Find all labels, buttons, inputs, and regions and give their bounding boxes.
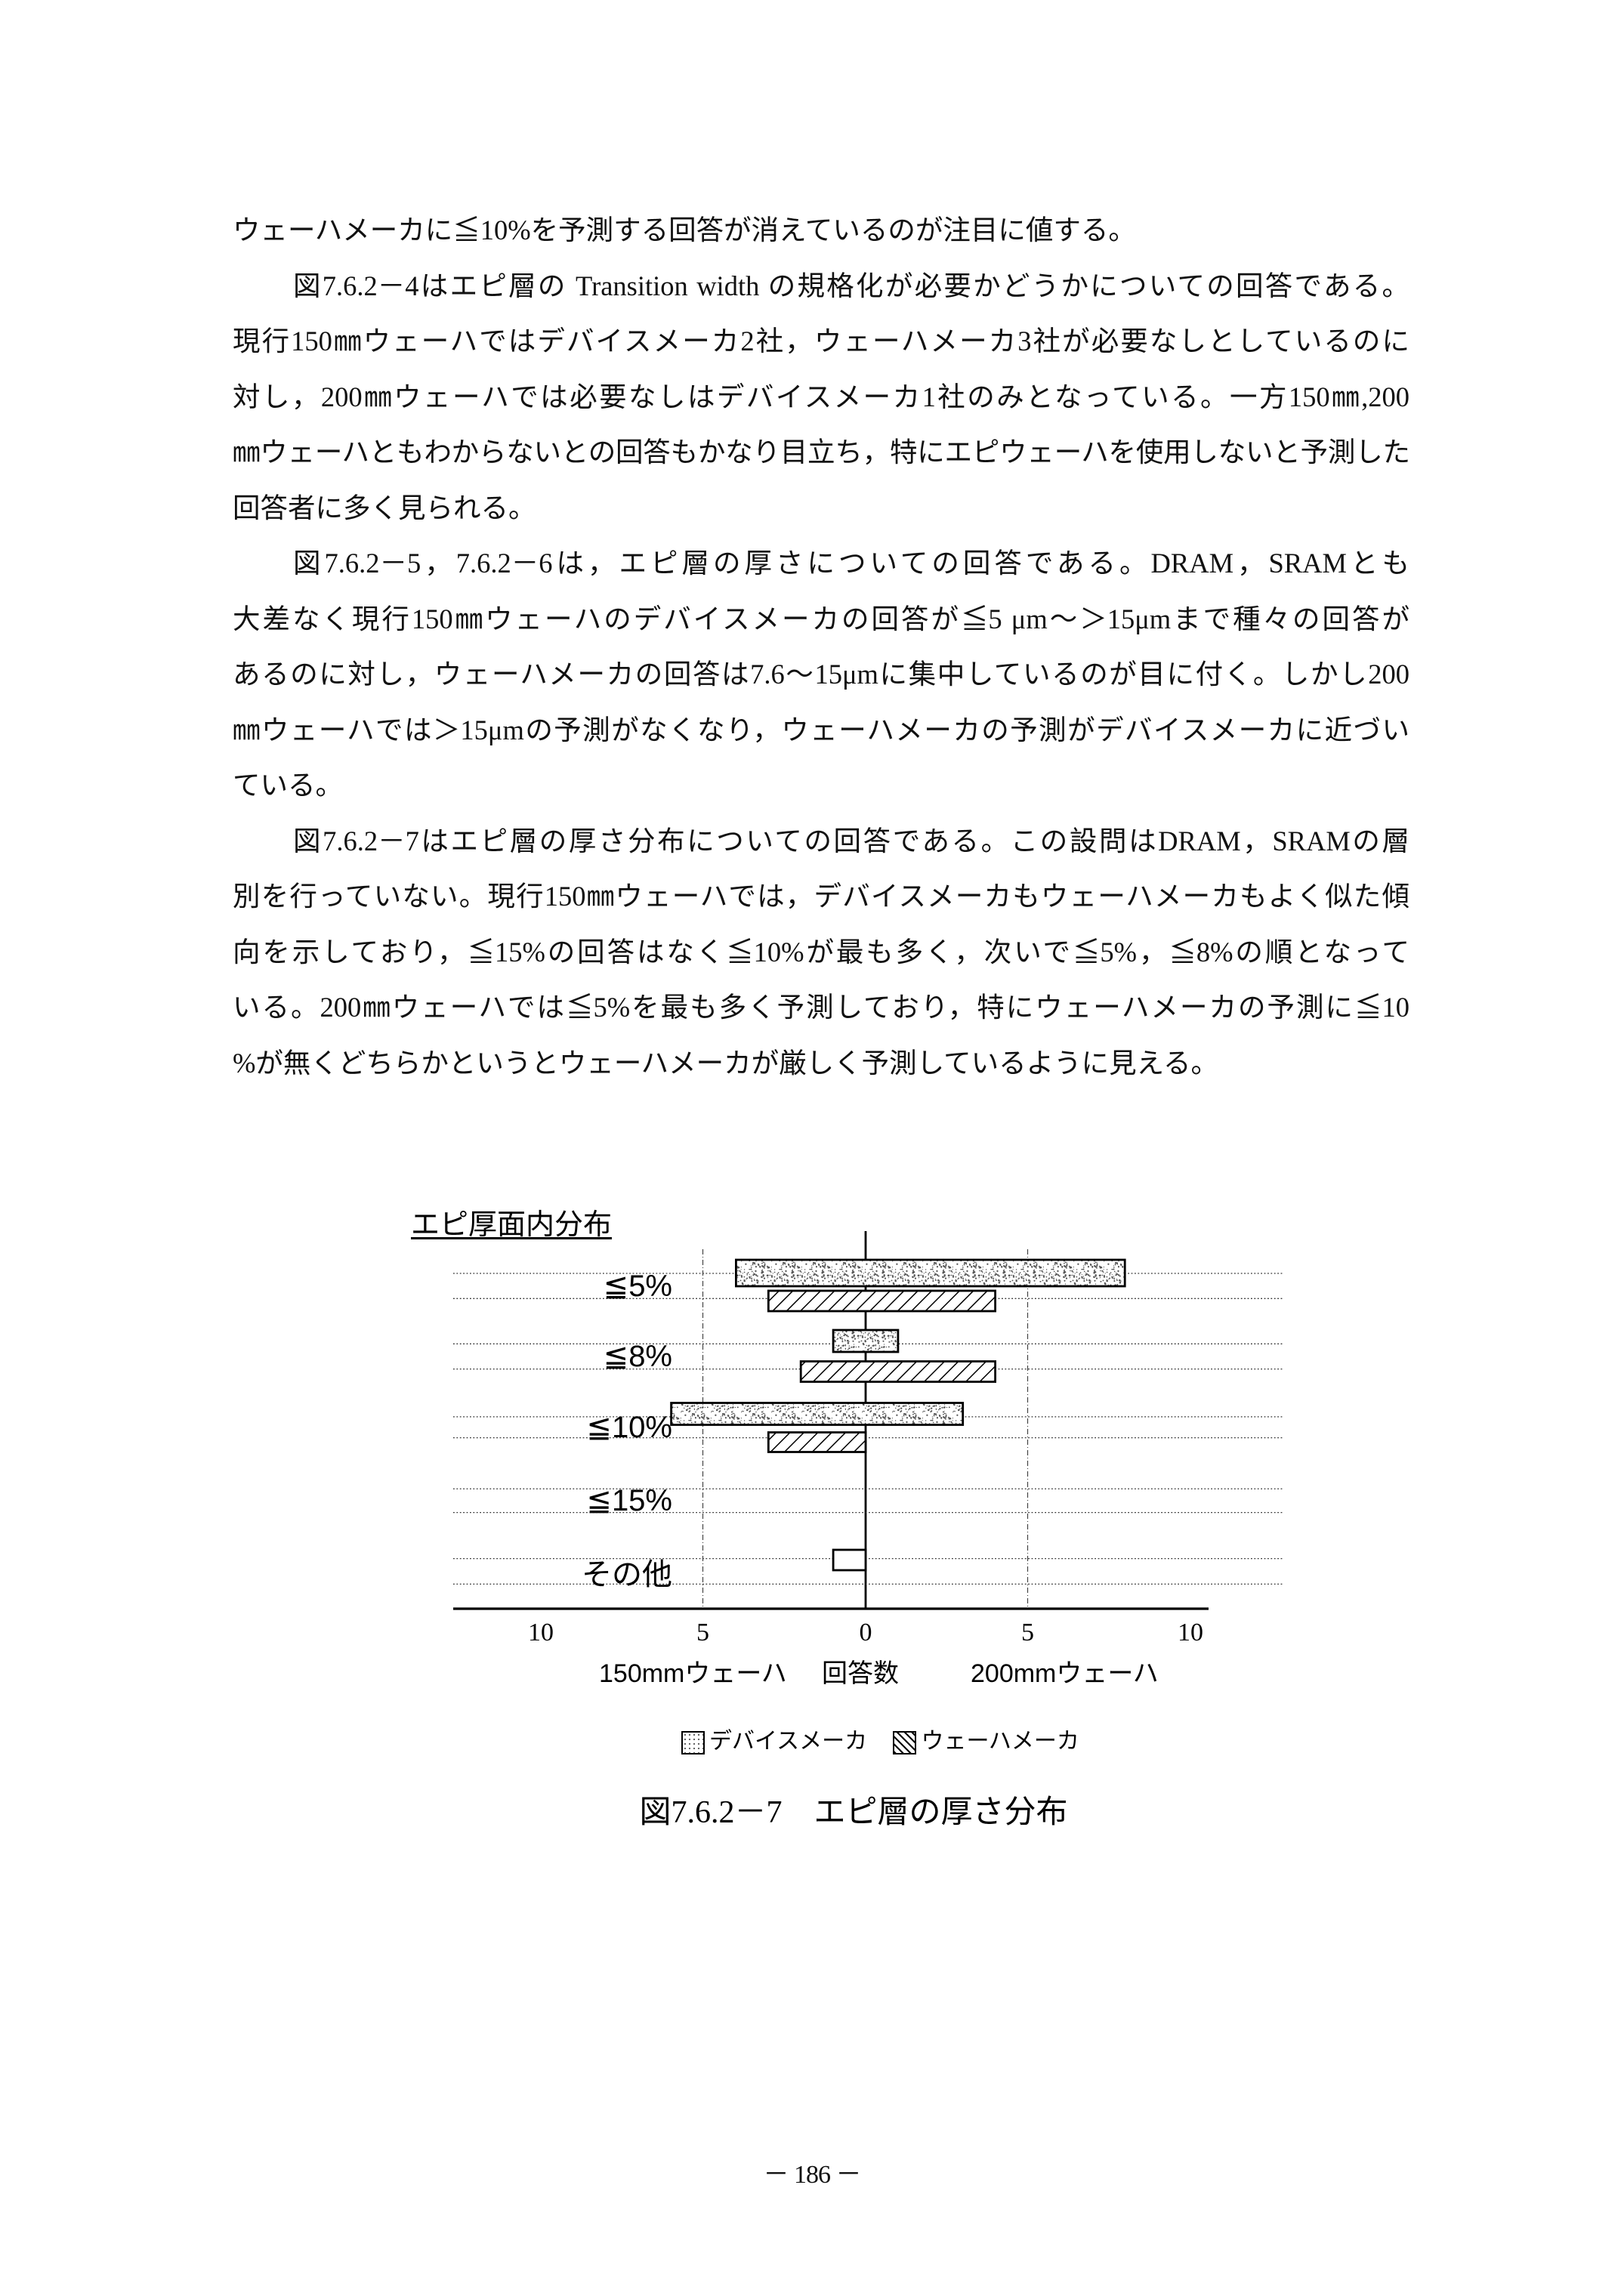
- svg-text:10: 10: [1178, 1619, 1203, 1646]
- svg-text:10: 10: [528, 1619, 554, 1646]
- svg-text:5: 5: [696, 1619, 709, 1646]
- svg-text:5: 5: [1021, 1619, 1034, 1646]
- svg-text:0: 0: [860, 1619, 872, 1646]
